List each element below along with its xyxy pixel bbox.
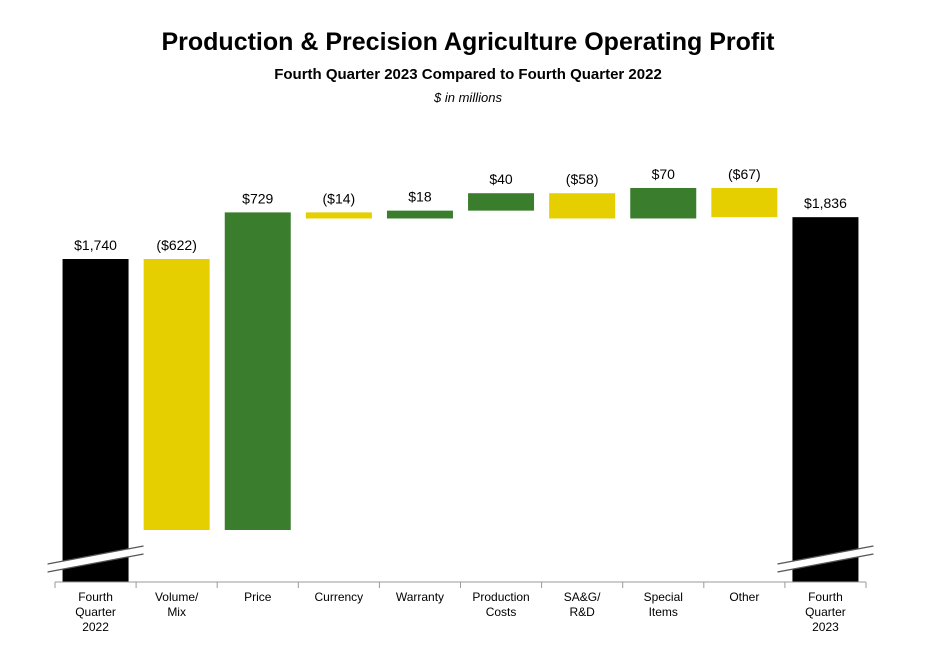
category-label-line: Costs <box>486 605 517 619</box>
axis-break-line-bottom-9 <box>777 553 874 573</box>
category-label-line: Volume/ <box>155 590 199 604</box>
category-label-6: SA&G/R&D <box>564 590 601 619</box>
value-labels-group: $1,740 ($622) $729 ($14) $18 $40 ($58) $70 ($67)… <box>74 166 847 253</box>
category-label-7: Special Items <box>644 590 683 619</box>
category-label-line: Production <box>472 590 529 604</box>
category-label-0: Fourth Quarter 2022 <box>75 590 116 634</box>
category-label-4: Warranty <box>396 590 444 604</box>
axis-break-marks <box>47 545 874 573</box>
x-axis <box>54 581 867 588</box>
bar-9 <box>792 217 859 582</box>
axis-break-line-bottom-0 <box>47 553 144 573</box>
category-label-3: Currency <box>315 590 364 604</box>
category-label-line: Items <box>649 605 678 619</box>
category-label-9: Fourth Quarter 2023 <box>805 590 846 634</box>
category-label-line: SA&G/ <box>564 590 601 604</box>
category-label-2: Price <box>244 590 272 604</box>
bar-6 <box>549 193 616 219</box>
category-label-line: Warranty <box>396 590 444 604</box>
category-label-8: Other <box>729 590 759 604</box>
chart-units-label: $ in millions <box>434 90 502 105</box>
category-label-line: Quarter <box>75 605 116 619</box>
bar-3 <box>305 212 372 219</box>
value-label-1: ($622) <box>156 237 196 253</box>
value-label-6: ($58) <box>566 171 599 187</box>
bar-1 <box>143 259 210 530</box>
category-label-line: Other <box>729 590 759 604</box>
category-label-line: Mix <box>167 605 186 619</box>
category-label-line: Fourth <box>808 590 843 604</box>
chart-subtitle: Fourth Quarter 2023 Compared to Fourth Q… <box>274 66 662 83</box>
axis-break-line-top-0 <box>47 545 144 565</box>
value-label-5: $40 <box>489 171 513 187</box>
category-label-line: R&D <box>569 605 595 619</box>
category-label-line: 2022 <box>82 620 109 634</box>
bar-4 <box>386 210 453 219</box>
value-label-8: ($67) <box>728 166 761 182</box>
chart-title: Production & Precision Agriculture Opera… <box>161 28 775 56</box>
bar-7 <box>630 187 697 219</box>
axis-break-gap-0 <box>47 546 144 572</box>
category-label-line: Currency <box>315 590 364 604</box>
bars-group <box>62 187 859 582</box>
axis-break-line-top-9 <box>777 545 874 565</box>
bar-0 <box>62 259 129 582</box>
category-label-line: 2023 <box>812 620 839 634</box>
category-label-1: Volume/Mix <box>155 590 199 619</box>
value-label-3: ($14) <box>323 190 356 206</box>
value-label-7: $70 <box>652 166 676 182</box>
bar-2 <box>224 212 291 530</box>
category-label-line: Price <box>244 590 272 604</box>
axis-break-gap-9 <box>777 546 874 572</box>
value-label-4: $18 <box>408 189 432 205</box>
value-label-0: $1,740 <box>74 237 117 253</box>
category-label-line: Special <box>644 590 683 604</box>
value-label-9: $1,836 <box>804 195 847 211</box>
value-label-2: $729 <box>242 190 273 206</box>
bar-5 <box>468 193 535 211</box>
category-label-line: Fourth <box>78 590 113 604</box>
category-label-5: Production Costs <box>472 590 529 619</box>
bar-8 <box>711 187 778 218</box>
category-label-line: Quarter <box>805 605 846 619</box>
